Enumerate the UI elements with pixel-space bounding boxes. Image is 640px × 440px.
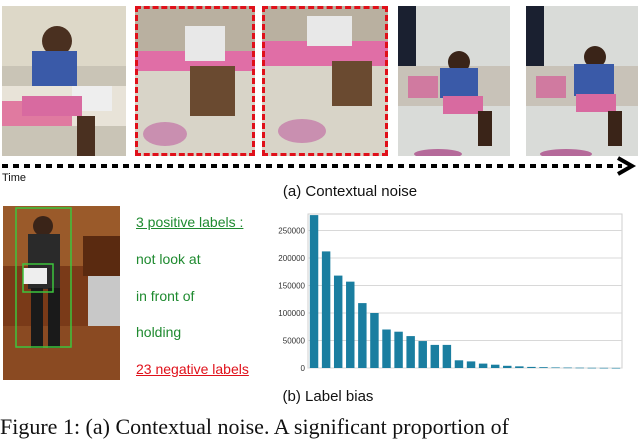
video-frame-3 [262, 6, 388, 156]
chart-bar [394, 331, 403, 368]
y-tick-label: 50000 [283, 337, 306, 346]
positive-label-item: holding [136, 324, 182, 340]
chart-bar [406, 336, 415, 368]
chart-bar [551, 367, 560, 369]
chart-bar [321, 251, 331, 368]
chart-bar [539, 367, 548, 368]
y-tick-label: 250000 [278, 227, 305, 236]
chart-bar [466, 361, 476, 368]
kitchen-person-image [3, 206, 120, 380]
chart-bar [611, 367, 621, 369]
video-frame-1 [2, 6, 126, 156]
chart-bar [490, 364, 500, 368]
y-tick-label: 0 [301, 364, 306, 373]
chart-bar [503, 365, 512, 368]
chart-bar [575, 367, 584, 369]
time-label: Time [2, 172, 27, 184]
chart-bar [599, 367, 609, 369]
caption-label-bias: (b) Label bias [282, 388, 374, 405]
chart-bar [563, 367, 572, 369]
video-frame-2 [135, 6, 255, 156]
chart-bar [358, 303, 367, 368]
figure-caption: Figure 1: (a) Contextual noise. A signif… [0, 414, 509, 439]
chart-bar [309, 215, 319, 368]
caption-contextual-noise: (a) Contextual noise [282, 183, 418, 200]
chart-bar [478, 363, 488, 368]
chart-bar [587, 367, 597, 369]
positive-labels-title: 3 positive labels : [136, 214, 244, 230]
negative-labels-title: 23 negative labels [136, 361, 249, 377]
y-tick-label: 100000 [278, 309, 305, 318]
positive-label-item: in front of [136, 288, 195, 304]
chart-bar [527, 366, 536, 368]
label-bias-bar-chart: 0 50000 100000 150000 200000 250000 [278, 213, 623, 373]
y-tick-label: 200000 [278, 254, 305, 263]
y-tick-label: 150000 [278, 282, 305, 291]
chart-bar [382, 329, 391, 368]
positive-label-item: not look at [136, 251, 201, 267]
chart-bar [333, 275, 343, 368]
chart-bar [442, 344, 452, 368]
chart-plot-area [307, 213, 623, 369]
chart-bar [430, 344, 440, 368]
chart-bar [454, 360, 464, 368]
chart-bar [515, 366, 524, 368]
video-frame-4 [398, 6, 510, 156]
chart-bar [418, 341, 427, 368]
video-frame-5 [526, 6, 638, 156]
timeline-arrow [2, 156, 637, 176]
chart-bar [346, 281, 355, 368]
chart-bar [370, 313, 379, 368]
